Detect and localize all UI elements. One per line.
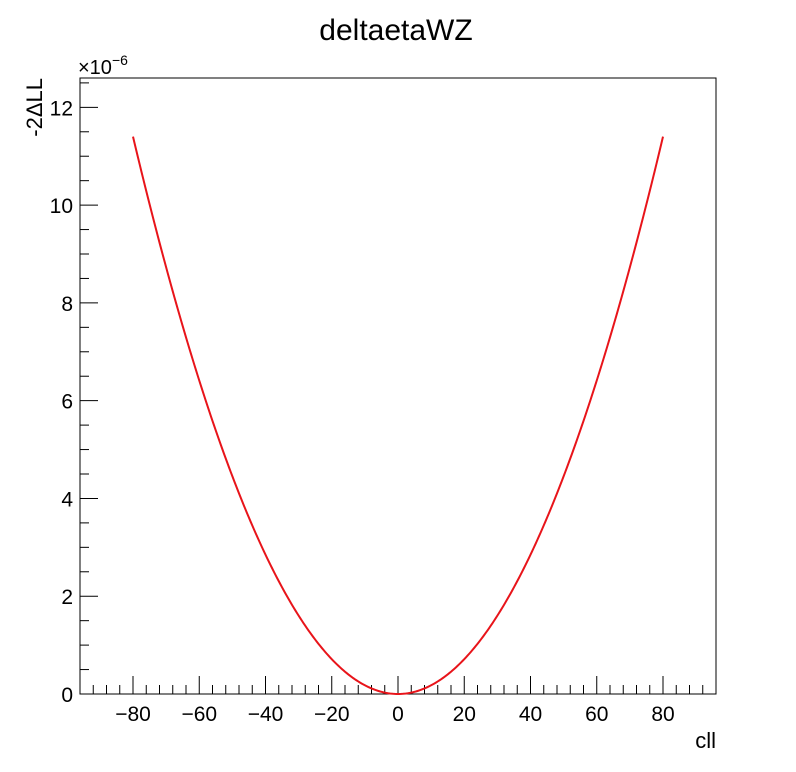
y-tick-label: 8 <box>61 293 73 316</box>
y-axis: 0 2 4 6 8 10 12 <box>50 82 98 707</box>
x-tick-label: 0 <box>392 703 404 726</box>
x-axis-label: cll <box>695 728 716 753</box>
y-exponent-base: ×10 <box>78 57 112 79</box>
x-tick-label: 20 <box>453 703 476 726</box>
x-axis: −80 −60 −40 −20 0 20 40 60 80 <box>79 676 717 726</box>
x-tick-label: −40 <box>248 703 284 726</box>
x-tick-label: −80 <box>115 703 151 726</box>
plot-frame <box>79 77 717 695</box>
y-axis-label: -2ΔLL <box>22 78 47 137</box>
x-tick-label: −60 <box>181 703 217 726</box>
x-tick-label: 40 <box>519 703 542 726</box>
y-exponent-label: ×10−6 <box>78 52 128 79</box>
y-tick-label: 2 <box>61 586 73 609</box>
y-exponent-power: −6 <box>112 52 128 68</box>
x-tick-label: 80 <box>651 703 674 726</box>
chart-title: deltaetaWZ <box>319 14 472 47</box>
y-tick-label: 12 <box>50 97 73 120</box>
y-tick-label: 10 <box>50 195 73 218</box>
x-tick-label: −20 <box>314 703 350 726</box>
y-tick-label: 4 <box>61 488 73 511</box>
x-tick-label: 60 <box>585 703 608 726</box>
y-tick-label: 0 <box>61 684 73 707</box>
y-tick-label: 6 <box>61 391 73 414</box>
series-line <box>132 136 664 696</box>
series-layer <box>132 136 664 696</box>
